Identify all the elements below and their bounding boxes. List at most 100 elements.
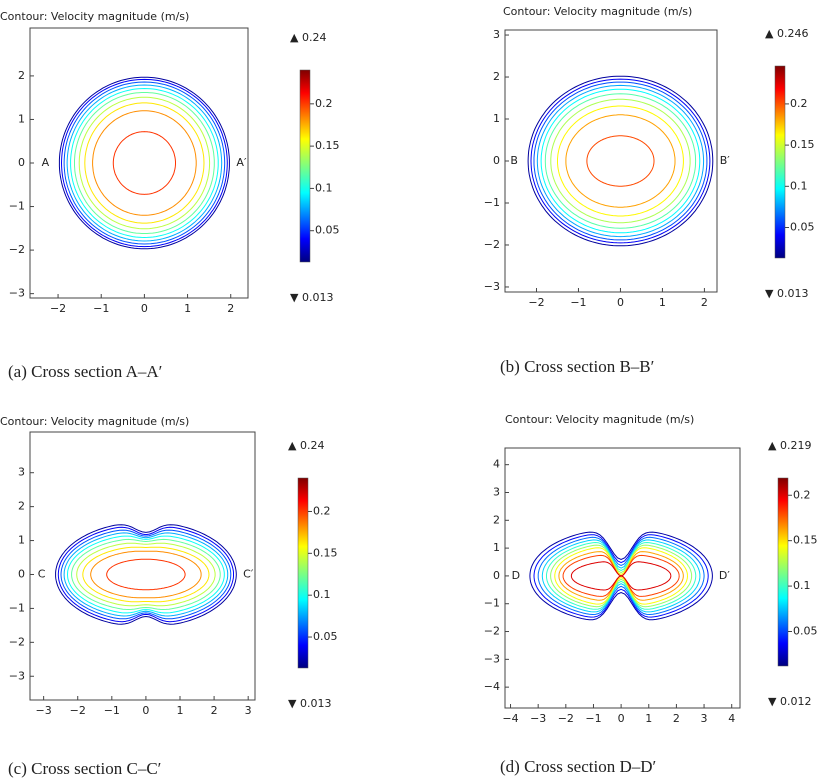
y-tick-label: −3	[484, 280, 500, 293]
colorbar-tick-label: 0.2	[315, 97, 333, 110]
contour-line	[84, 102, 205, 224]
contour-line	[550, 544, 693, 608]
colorbar-tick-label: 0.1	[793, 579, 811, 592]
contour-line	[55, 524, 237, 625]
contour-line	[554, 547, 688, 605]
contour-line	[562, 554, 680, 597]
colorbar-max: ▲ 0.24	[290, 31, 326, 44]
colorbar-tick-label: 0.2	[790, 97, 808, 110]
y-tick-label: 0	[18, 567, 25, 580]
colorbar-max: ▲ 0.24	[288, 439, 324, 452]
section-label: C	[38, 567, 46, 580]
x-tick-label: −3	[530, 712, 546, 725]
contour-line	[527, 75, 714, 247]
x-tick-label: 4	[728, 712, 735, 725]
x-tick-label: 2	[701, 296, 708, 309]
x-tick-label: 1	[659, 296, 666, 309]
x-tick-label: −2	[70, 704, 86, 717]
colorbar-tick-label: 0.1	[315, 181, 333, 194]
colorbar-tick-label: 0.1	[313, 588, 331, 601]
y-tick-label: 0	[493, 569, 500, 582]
x-tick-label: −2	[528, 296, 544, 309]
section-label: B	[510, 154, 518, 167]
caption: (a) Cross section A–A′	[8, 362, 162, 381]
plot-frame	[29, 27, 249, 299]
y-tick-label: −3	[9, 669, 25, 682]
y-tick-label: −1	[9, 601, 25, 614]
y-tick-label: 1	[18, 112, 25, 125]
section-label: C′	[243, 567, 254, 580]
x-tick-label: −4	[502, 712, 518, 725]
contour-line	[550, 98, 691, 224]
y-tick-label: 4	[493, 458, 500, 471]
y-tick-label: −1	[484, 597, 500, 610]
y-tick-label: 2	[493, 70, 500, 83]
section-label: D	[512, 569, 520, 582]
contour-line	[541, 539, 701, 613]
x-tick-label: 0	[617, 296, 624, 309]
contour-line	[57, 526, 234, 623]
y-tick-label: −2	[9, 635, 25, 648]
x-tick-label: −1	[104, 704, 120, 717]
x-tick-label: 0	[142, 704, 149, 717]
plot-frame	[504, 29, 718, 293]
colorbar-tick-label: 0.05	[313, 630, 338, 643]
x-tick-label: −2	[558, 712, 574, 725]
y-tick-label: 3	[18, 466, 25, 479]
colorbar-tick-label: 0.15	[790, 138, 815, 151]
contour-line	[570, 561, 672, 591]
y-tick-label: 3	[493, 28, 500, 41]
contour-line	[536, 84, 705, 238]
y-tick-label: −3	[9, 287, 25, 300]
x-tick-label: −2	[50, 302, 66, 315]
section-label: D′	[719, 569, 730, 582]
y-tick-label: 1	[493, 112, 500, 125]
plot-title: Contour: Velocity magnitude (m/s)	[505, 413, 694, 426]
colorbar-min: ▼ 0.013	[290, 291, 333, 304]
colorbar	[774, 65, 786, 259]
x-tick-label: 2	[673, 712, 680, 725]
contour-line	[58, 76, 230, 250]
y-tick-label: −3	[484, 652, 500, 665]
colorbar-max: ▲ 0.219	[768, 439, 811, 452]
y-tick-label: −4	[484, 680, 500, 693]
caption: (b) Cross section B–B′	[500, 357, 654, 376]
contour-line	[71, 538, 221, 611]
contour-line	[533, 534, 709, 618]
x-tick-label: −1	[585, 712, 601, 725]
contour-line	[530, 78, 711, 244]
contour-line	[66, 535, 225, 614]
contour-line	[533, 81, 708, 241]
x-tick-label: 1	[645, 712, 652, 725]
x-tick-label: 3	[245, 704, 252, 717]
x-tick-label: 2	[227, 302, 234, 315]
contour-line	[90, 550, 202, 599]
colorbar	[777, 477, 789, 667]
contour-line	[106, 558, 186, 591]
contour-line	[529, 531, 713, 621]
contour-line	[112, 131, 176, 195]
contour-line	[537, 536, 705, 616]
contour-line	[76, 542, 216, 607]
plot-frame	[29, 431, 256, 701]
colorbar-tick-label: 0.1	[790, 179, 808, 192]
colorbar-tick-label: 0.05	[315, 224, 340, 237]
y-tick-label: 0	[18, 156, 25, 169]
colorbar-tick-label: 0.2	[313, 504, 331, 517]
plot-title: Contour: Velocity magnitude (m/s)	[0, 415, 189, 428]
y-tick-label: 3	[493, 485, 500, 498]
plot-title: Contour: Velocity magnitude (m/s)	[0, 10, 189, 23]
colorbar-min: ▼ 0.013	[288, 697, 331, 710]
colorbar-tick-label: 0.15	[313, 546, 338, 559]
contour-line	[60, 78, 228, 248]
contour-line	[565, 114, 676, 208]
contour-line	[558, 551, 684, 601]
y-tick-label: 1	[493, 541, 500, 554]
y-tick-label: 2	[18, 500, 25, 513]
colorbar-tick-label: 0.15	[315, 139, 340, 152]
section-label: B′	[720, 154, 731, 167]
y-tick-label: 1	[18, 534, 25, 547]
y-tick-label: −1	[9, 200, 25, 213]
contour-line	[63, 81, 226, 245]
